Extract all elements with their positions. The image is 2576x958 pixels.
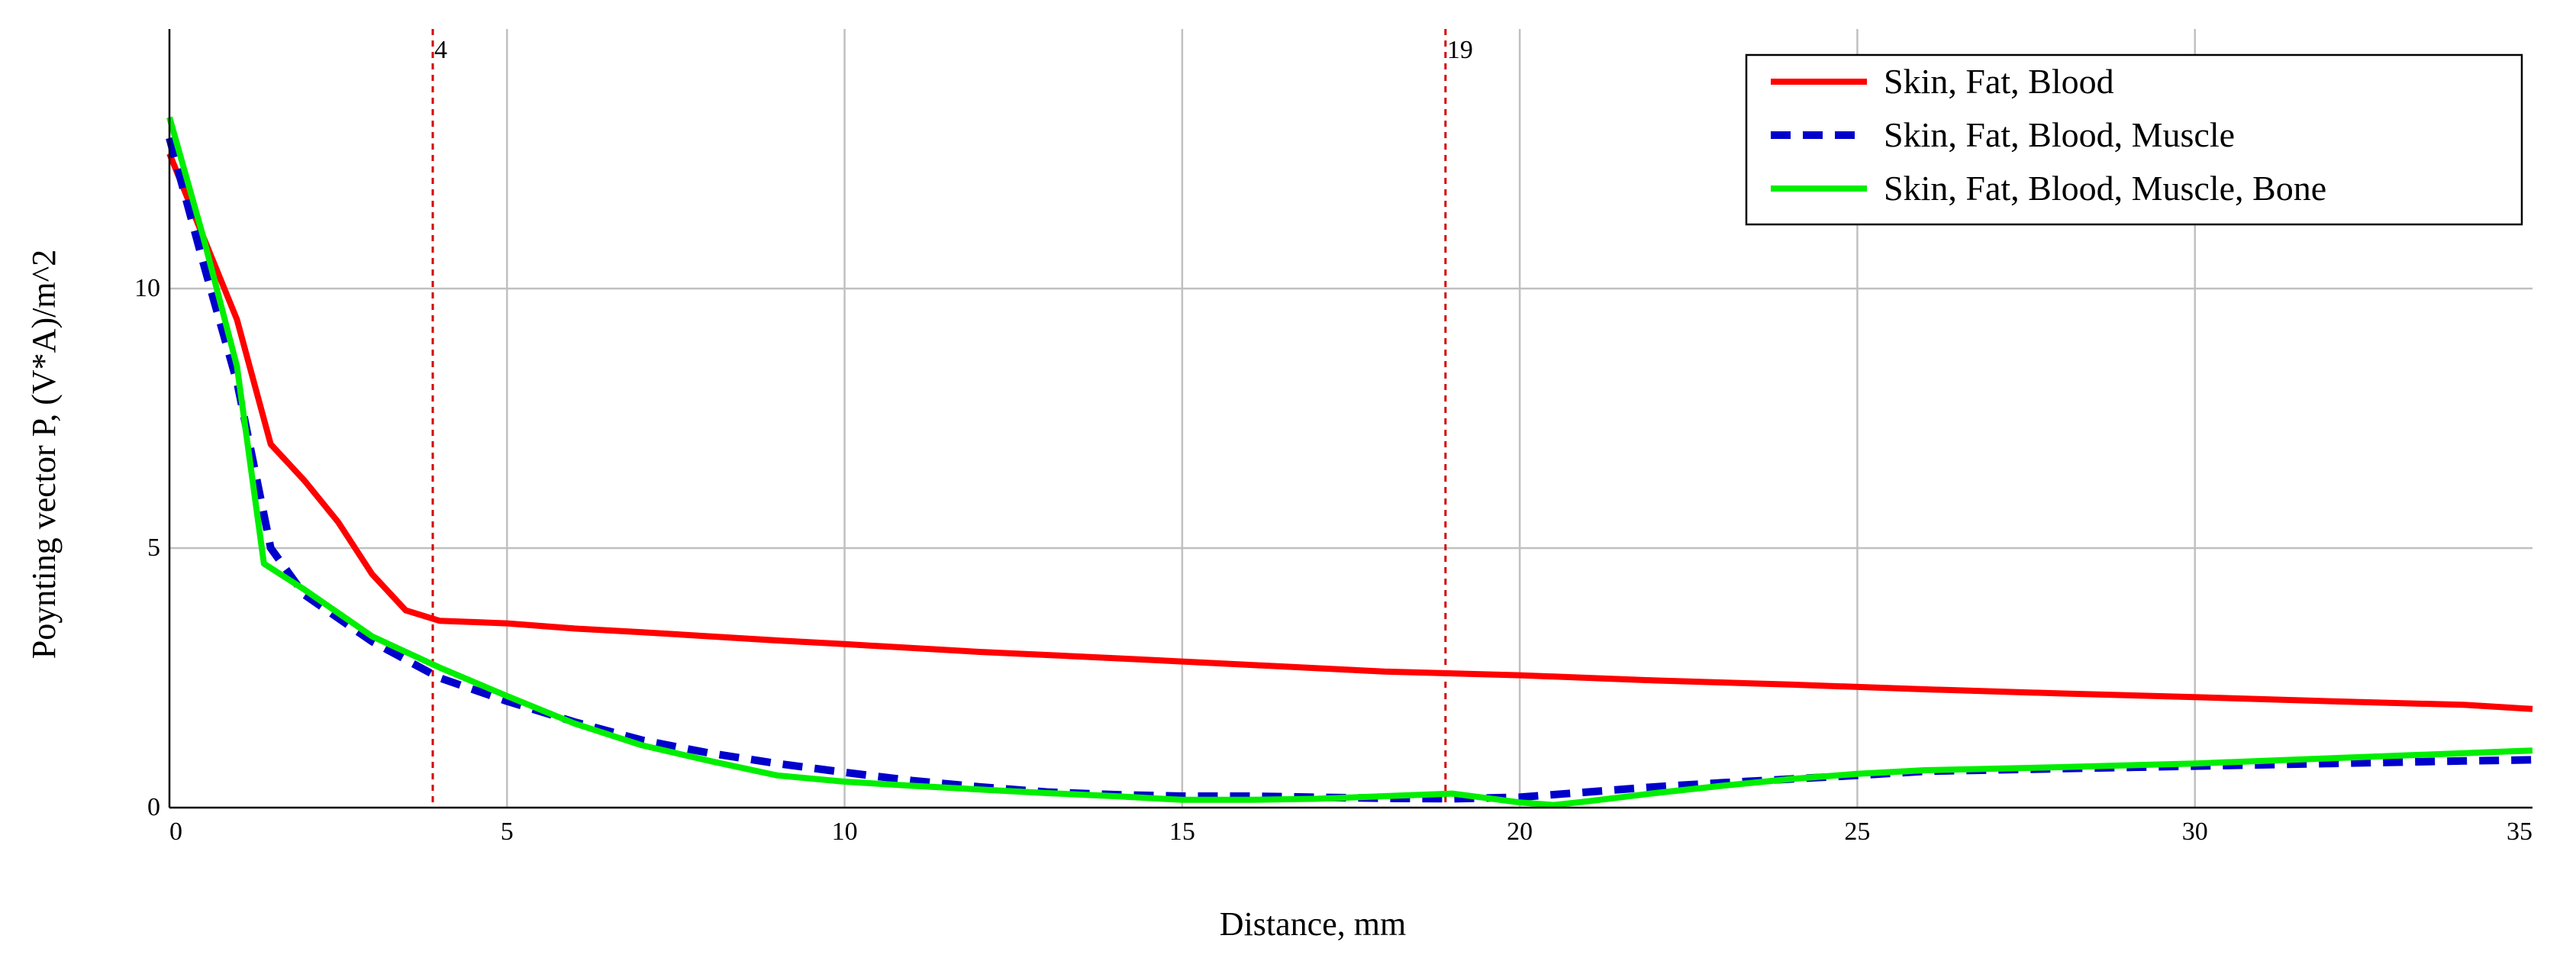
- axes: 0 5 10 15 20 25 30 35 0 5 10: [134, 29, 2532, 846]
- y-axis-title: Poynting vector P, (V*A)/m^2: [25, 250, 63, 659]
- y-tick-label: 5: [147, 534, 160, 562]
- x-axis-title: Distance, mm: [1220, 905, 1406, 943]
- series-line-1: [166, 152, 2533, 712]
- x-tick-label: 20: [1507, 818, 1533, 846]
- vertical-marker-label: 19: [1447, 36, 1473, 64]
- vertical-markers: 4 19: [431, 29, 1473, 808]
- y-tick-label: 0: [147, 793, 160, 821]
- x-tick-label: 30: [2182, 818, 2208, 846]
- series-line-3: [166, 116, 2533, 808]
- legend-label: Skin, Fat, Blood, Muscle, Bone: [1884, 169, 2326, 208]
- vertical-marker-label: 4: [434, 36, 447, 64]
- legend-label: Skin, Fat, Blood, Muscle: [1884, 115, 2235, 154]
- x-tick-label: 10: [832, 818, 858, 846]
- x-tick-label: 35: [2507, 818, 2532, 846]
- legend: Skin, Fat, Blood Skin, Fat, Blood, Muscle…: [1745, 53, 2523, 226]
- legend-box: [1745, 53, 2523, 226]
- x-tick-label: 25: [1844, 818, 1870, 846]
- series-lines: [166, 116, 2533, 808]
- x-tick-label: 5: [501, 818, 514, 846]
- y-tick-label: 10: [134, 274, 160, 302]
- x-tick-label: 0: [169, 818, 182, 846]
- x-tick-label: 15: [1169, 818, 1195, 846]
- legend-label: Skin, Fat, Blood: [1884, 62, 2114, 101]
